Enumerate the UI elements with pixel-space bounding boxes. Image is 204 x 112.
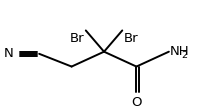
Text: Br: Br [70, 31, 85, 44]
Text: O: O [131, 96, 142, 109]
Text: N: N [4, 47, 14, 60]
Text: Br: Br [123, 31, 138, 44]
Text: 2: 2 [182, 51, 188, 60]
Text: NH: NH [170, 45, 190, 58]
